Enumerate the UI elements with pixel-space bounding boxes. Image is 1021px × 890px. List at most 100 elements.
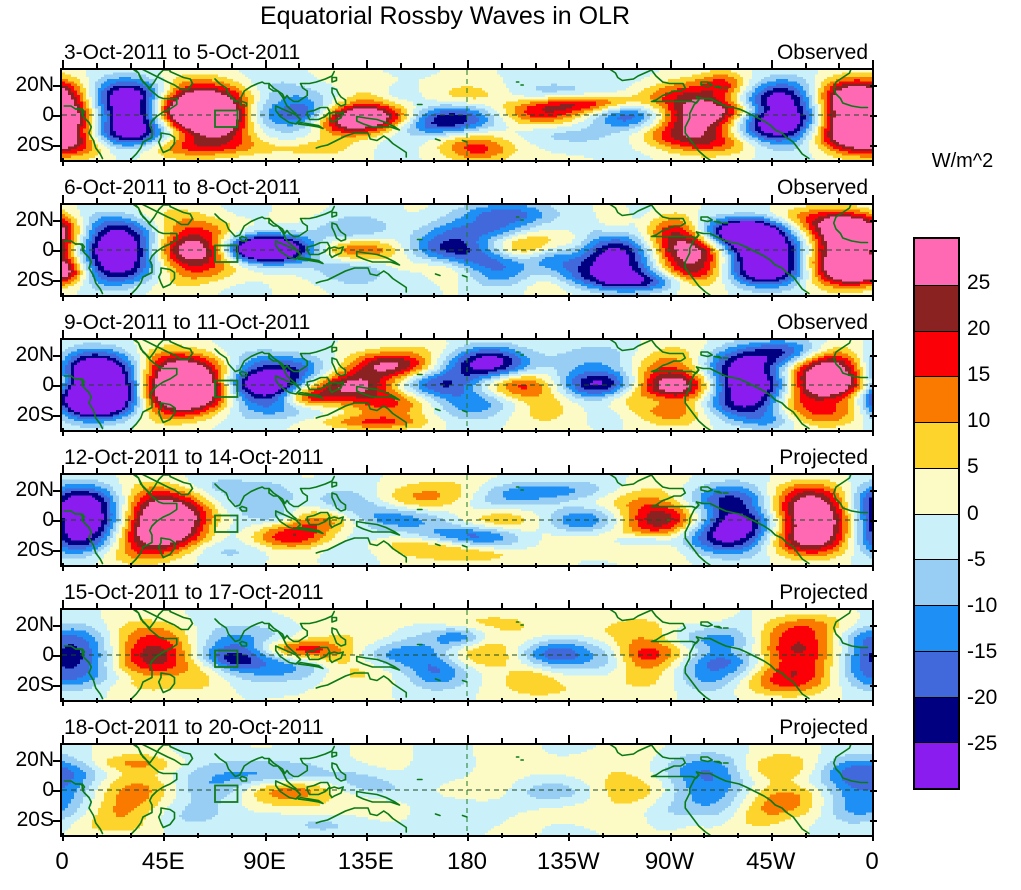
x-tick-mark — [737, 833, 739, 838]
x-tick-mark-top — [534, 468, 537, 473]
x-tick-mark-top — [62, 735, 64, 743]
y-tick-label: 20N — [15, 343, 54, 366]
y-tick-label: 0 — [42, 778, 54, 801]
y-tick-mark — [53, 520, 60, 522]
x-tick-mark-top — [568, 195, 571, 203]
x-tick-mark — [467, 563, 469, 571]
colorbar-tick-label: 5 — [967, 455, 979, 479]
x-tick-mark-top — [737, 603, 739, 608]
y-tick-label: 20N — [15, 613, 54, 636]
x-tick-mark — [230, 563, 233, 568]
x-tick-mark-top — [635, 738, 638, 743]
x-tick-mark — [298, 428, 301, 433]
x-tick-mark-top — [770, 600, 773, 608]
x-tick-mark-top — [703, 198, 706, 203]
x-tick-mark — [298, 158, 301, 163]
x-tick-mark-top — [129, 603, 132, 608]
x-tick-mark-top — [230, 333, 233, 338]
x-tick-mark-top — [230, 603, 233, 608]
y-tick-mark — [53, 280, 60, 282]
x-tick-mark — [635, 428, 638, 433]
x-tick-mark — [197, 698, 199, 703]
x-tick-mark-top — [95, 603, 98, 608]
x-tick-mark-top — [62, 330, 64, 338]
colorbar-tick-label: -10 — [967, 593, 998, 617]
x-tick-mark — [770, 833, 773, 841]
x-tick-mark — [298, 833, 301, 838]
x-tick-mark-top — [602, 468, 604, 473]
y-tick-mark — [53, 415, 60, 417]
x-tick-mark — [95, 563, 98, 568]
y-tick-label: 20N — [15, 748, 54, 771]
y-tick-label: 0 — [42, 373, 54, 396]
x-tick-mark — [399, 293, 402, 298]
colorbar-tick-label: -15 — [967, 639, 998, 663]
x-tick-mark-top — [838, 63, 841, 68]
x-tick-mark — [872, 698, 874, 706]
x-tick-mark — [770, 698, 773, 706]
x-tick-mark — [568, 833, 571, 841]
panel-plot-area — [60, 203, 874, 297]
x-tick-mark — [467, 698, 469, 706]
x-tick-mark — [669, 833, 672, 841]
x-tick-mark-top — [467, 735, 469, 743]
x-tick-mark-top — [669, 195, 672, 203]
y-tick-mark — [53, 685, 60, 687]
x-tick-mark — [804, 698, 807, 703]
x-tick-mark — [197, 833, 199, 838]
x-tick-mark-top — [602, 333, 604, 338]
x-tick-mark — [737, 563, 739, 568]
x-tick-mark-top — [399, 63, 402, 68]
x-tick-mark-top — [264, 195, 267, 203]
x-tick-mark — [872, 428, 874, 436]
x-tick-mark-top — [804, 333, 807, 338]
y-tick-mark — [53, 655, 60, 657]
x-tick-mark — [500, 833, 503, 838]
colorbar-band — [915, 239, 958, 285]
colorbar-band — [915, 742, 958, 788]
x-tick-mark-top — [365, 195, 368, 203]
x-tick-mark — [129, 698, 132, 703]
x-tick-mark — [129, 428, 132, 433]
panel-date-label: 18-Oct-2011 to 20-Oct-2011 — [64, 716, 324, 739]
x-tick-mark-top — [602, 603, 604, 608]
x-tick-mark-top — [737, 738, 739, 743]
x-tick-mark-top — [230, 468, 233, 473]
x-tick-mark — [534, 293, 537, 298]
colorbar-band — [915, 696, 958, 743]
x-tick-mark — [534, 428, 537, 433]
x-tick-mark-top — [872, 195, 874, 203]
x-tick-mark — [365, 158, 368, 166]
x-tick-mark-top — [95, 198, 98, 203]
x-tick-mark-top — [230, 63, 233, 68]
x-tick-mark-top — [703, 738, 706, 743]
colorbar-band — [915, 559, 958, 605]
y-tick-mark-right — [870, 490, 877, 492]
x-tick-mark — [703, 293, 706, 298]
x-tick-mark-top — [467, 330, 469, 338]
x-tick-mark — [467, 833, 469, 841]
x-tick-mark-top — [365, 600, 368, 608]
colorbar-tick-label: 20 — [967, 317, 991, 341]
x-tick-mark-top — [467, 195, 469, 203]
panel-status-label: Projected — [779, 446, 868, 469]
x-tick-mark-top — [332, 738, 334, 743]
x-tick-mark-top — [568, 330, 571, 338]
x-tick-label: 0 — [865, 848, 879, 875]
x-tick-label: 135W — [536, 848, 600, 875]
x-tick-mark — [264, 158, 267, 166]
x-tick-mark-top — [669, 60, 672, 68]
y-axis-labels: 20N 0 20S — [2, 743, 54, 833]
y-tick-mark — [53, 85, 60, 87]
y-axis-labels: 20N 0 20S — [2, 473, 54, 563]
x-tick-label: 135E — [337, 848, 394, 875]
x-tick-mark-top — [399, 738, 402, 743]
x-tick-mark-top — [197, 63, 199, 68]
olr-anomaly-map — [62, 340, 872, 430]
x-tick-mark-top — [703, 333, 706, 338]
x-tick-mark — [433, 158, 436, 163]
x-tick-mark — [129, 563, 132, 568]
x-tick-mark-top — [163, 330, 166, 338]
x-tick-mark — [838, 293, 841, 298]
y-tick-label: 0 — [42, 238, 54, 261]
